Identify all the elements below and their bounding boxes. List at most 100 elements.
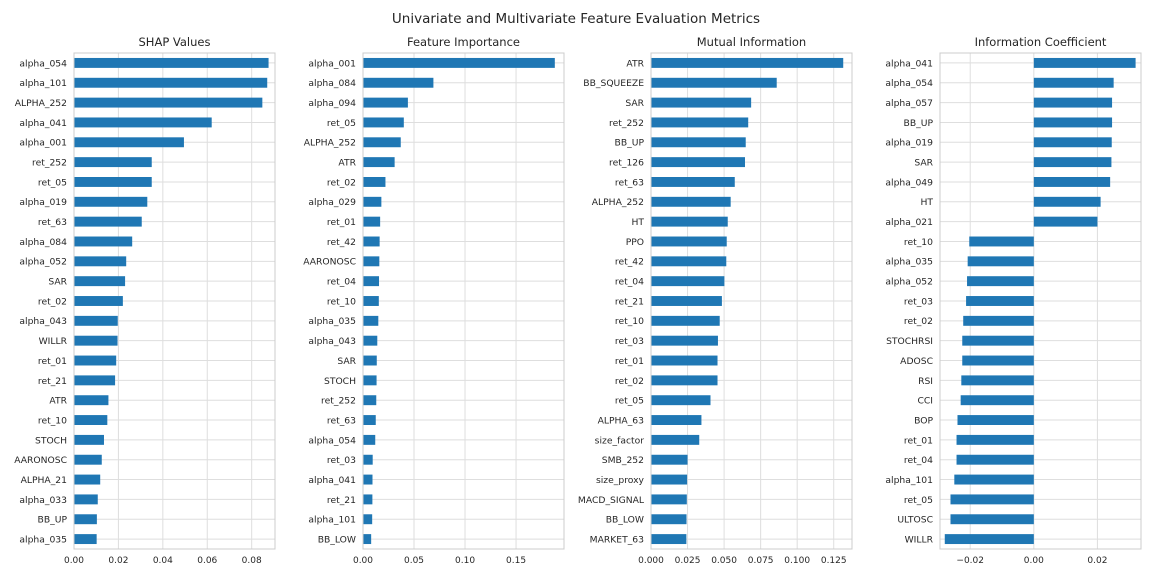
bar-macd_signal bbox=[651, 494, 687, 505]
x-tick-label: 0.08 bbox=[242, 556, 262, 566]
y-tick-label: BB_UP bbox=[615, 138, 645, 149]
y-tick-label: alpha_049 bbox=[885, 177, 933, 188]
y-tick-label: ret_04 bbox=[615, 277, 644, 288]
bar-sar bbox=[363, 355, 377, 366]
y-tick-label: ret_21 bbox=[38, 376, 67, 387]
y-tick-label: BB_SQUEEZE bbox=[583, 78, 644, 89]
y-tick-label: ATR bbox=[338, 158, 356, 169]
bar-ret_03 bbox=[966, 296, 1034, 306]
y-tick-label: ret_10 bbox=[615, 316, 644, 327]
bar-sar bbox=[1033, 157, 1112, 168]
y-tick-label: ALPHA_252 bbox=[304, 138, 356, 149]
y-tick-label: alpha_021 bbox=[885, 217, 933, 228]
y-tick-label: PPO bbox=[626, 237, 644, 248]
y-tick-label: alpha_084 bbox=[308, 78, 356, 89]
y-tick-label: alpha_101 bbox=[885, 475, 933, 486]
bar-ret_126 bbox=[651, 157, 745, 168]
bar-alpha_63 bbox=[651, 415, 702, 425]
bar-ret_03 bbox=[651, 335, 718, 346]
bar-ret_05 bbox=[74, 177, 152, 187]
x-tick-label: 0.15 bbox=[506, 556, 526, 566]
panel-title: SHAP Values bbox=[139, 35, 211, 49]
panel-2: Feature Importance 0.00 0.05 0.10 0.15 alpha_… bbox=[303, 35, 565, 566]
y-tick-label: ret_03 bbox=[904, 296, 933, 307]
bar-ret_04 bbox=[956, 454, 1034, 465]
y-tick-label: ret_63 bbox=[615, 177, 644, 188]
y-tick-label: STOCH bbox=[324, 376, 356, 387]
bar-bb_up bbox=[651, 137, 746, 148]
y-tick-label: ATR bbox=[49, 396, 67, 407]
y-tick-label: ret_10 bbox=[904, 237, 933, 248]
bar-alpha_101 bbox=[954, 474, 1034, 485]
bar-ht bbox=[1033, 196, 1101, 207]
y-tick-label: ret_02 bbox=[904, 316, 933, 327]
bar-stochrsi bbox=[962, 335, 1034, 346]
bar-bb_squeeze bbox=[651, 77, 777, 88]
y-tick-label: ret_02 bbox=[615, 376, 644, 387]
y-tick-label: ret_10 bbox=[38, 415, 67, 426]
x-tick-label: 0.025 bbox=[675, 556, 701, 566]
y-tick-label: ret_42 bbox=[615, 257, 644, 268]
bar-size_factor bbox=[651, 434, 700, 445]
y-tick-label: alpha_043 bbox=[19, 316, 67, 327]
x-tick-label: 0.100 bbox=[784, 556, 810, 566]
x-tick-label: 0.10 bbox=[455, 556, 475, 566]
y-tick-label: alpha_041 bbox=[885, 58, 933, 69]
bar-alpha_049 bbox=[1033, 177, 1111, 187]
bar-ret_63 bbox=[74, 216, 142, 227]
bar-ret_02 bbox=[651, 375, 718, 386]
bar-market_63 bbox=[651, 534, 687, 545]
x-tick-label: 0.06 bbox=[197, 556, 217, 566]
y-tick-label: ret_05 bbox=[327, 118, 356, 129]
y-tick-label: RSI bbox=[918, 376, 933, 387]
bar-ret_01 bbox=[651, 355, 718, 366]
bar-stoch bbox=[74, 434, 104, 445]
bar-rsi bbox=[961, 375, 1034, 386]
bar-ret_252 bbox=[74, 157, 152, 168]
bar-alpha_084 bbox=[363, 77, 434, 88]
bar-alpha_001 bbox=[363, 57, 555, 68]
y-tick-label: BOP bbox=[914, 415, 933, 426]
bar-alpha_019 bbox=[1033, 137, 1112, 148]
y-tick-label: alpha_054 bbox=[885, 78, 933, 89]
bar-ret_05 bbox=[651, 395, 711, 406]
bar-alpha_029 bbox=[363, 196, 382, 207]
bar-alpha_052 bbox=[74, 256, 127, 267]
y-tick-label: ret_01 bbox=[327, 217, 356, 228]
bar-willr bbox=[944, 534, 1034, 545]
bar-sar bbox=[651, 97, 752, 108]
y-tick-label: CCI bbox=[917, 396, 933, 407]
bar-alpha_054 bbox=[74, 57, 269, 68]
bar-alpha_252 bbox=[363, 137, 401, 148]
y-tick-label: ret_42 bbox=[327, 237, 356, 248]
bar-atr bbox=[651, 57, 844, 68]
y-tick-label: ret_04 bbox=[904, 455, 933, 466]
y-tick-label: alpha_054 bbox=[308, 435, 356, 446]
bar-alpha_035 bbox=[74, 534, 97, 545]
y-tick-label: ret_05 bbox=[38, 177, 67, 188]
bar-bb_low bbox=[651, 514, 687, 525]
panel-title: Information Coefficient bbox=[975, 35, 1107, 49]
y-tick-label: ret_21 bbox=[327, 495, 356, 506]
bar-alpha_019 bbox=[74, 196, 148, 207]
y-tick-label: ret_02 bbox=[38, 296, 67, 307]
bar-ret_03 bbox=[363, 454, 373, 465]
bar-ret_01 bbox=[956, 434, 1034, 445]
bar-stoch bbox=[363, 375, 377, 386]
x-tick-label: 0.075 bbox=[748, 556, 774, 566]
y-tick-label: HT bbox=[631, 217, 644, 228]
bar-alpha_252 bbox=[74, 97, 263, 108]
y-tick-label: WILLR bbox=[39, 336, 68, 347]
bar-alpha_043 bbox=[74, 315, 118, 326]
bar-alpha_043 bbox=[363, 335, 378, 346]
bar-atr bbox=[74, 395, 109, 406]
panel-1: SHAP Values 0.00 0.02 0.04 0.06 0.08 alpha_054… bbox=[14, 35, 276, 566]
y-tick-label: alpha_019 bbox=[885, 138, 933, 149]
y-tick-label: ALPHA_252 bbox=[15, 98, 67, 109]
bar-ret_01 bbox=[363, 216, 381, 227]
x-tick-label: 0.04 bbox=[153, 556, 173, 566]
y-tick-label: ret_63 bbox=[327, 415, 356, 426]
y-tick-label: ret_252 bbox=[32, 158, 67, 169]
bar-alpha_041 bbox=[74, 117, 212, 128]
